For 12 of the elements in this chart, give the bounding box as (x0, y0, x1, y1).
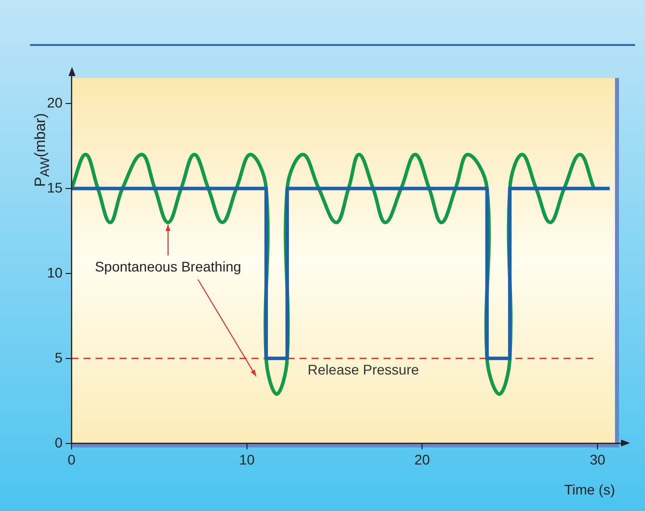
x-tick-label: 0 (68, 452, 76, 468)
x-axis-title: Time (s) (564, 481, 615, 498)
ref-line-label: Release Pressure (308, 361, 420, 378)
x-tick-label: 10 (239, 452, 255, 468)
y-tick-label: 0 (54, 434, 63, 450)
y-tick-label: 15 (46, 179, 63, 196)
y-tick-label: 10 (46, 264, 63, 280)
annotation: Spontaneous Breathing (94, 258, 242, 274)
y-tick-label: 5 (54, 349, 63, 366)
y-tick-label: 20 (46, 94, 63, 110)
x-tick-label: 30 (590, 452, 606, 468)
x-tick-label: 20 (414, 452, 430, 468)
